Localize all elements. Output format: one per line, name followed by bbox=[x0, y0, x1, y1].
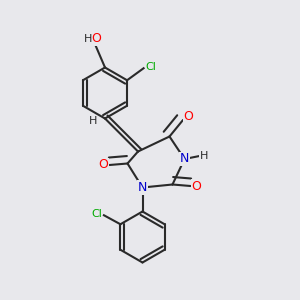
Text: Cl: Cl bbox=[146, 62, 157, 72]
Text: O: O bbox=[99, 158, 108, 172]
Text: O: O bbox=[192, 179, 201, 193]
Text: N: N bbox=[138, 181, 147, 194]
Text: Cl: Cl bbox=[91, 209, 102, 219]
Text: O: O bbox=[91, 32, 101, 46]
Text: H: H bbox=[89, 116, 97, 127]
Text: H: H bbox=[83, 34, 92, 44]
Text: N: N bbox=[180, 152, 189, 166]
Text: O: O bbox=[184, 110, 193, 124]
Text: H: H bbox=[200, 151, 208, 161]
